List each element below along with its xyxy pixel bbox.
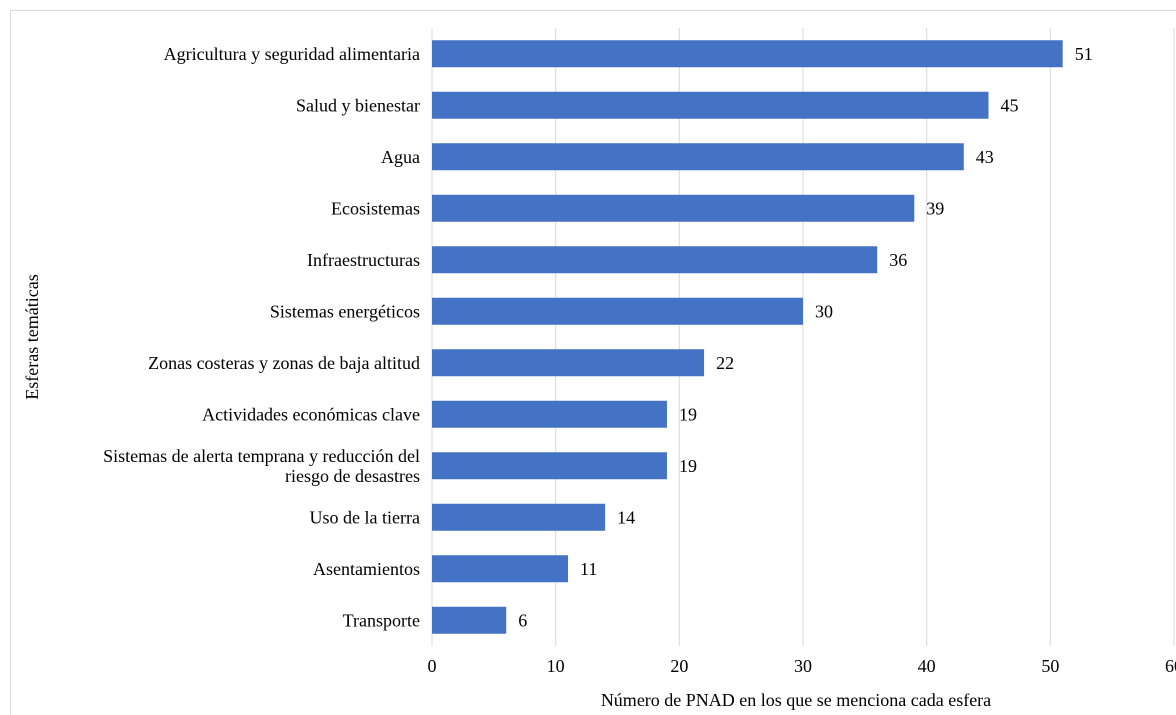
data-label: 6	[518, 610, 527, 630]
bar	[432, 606, 507, 634]
category-label: Agua	[381, 147, 420, 167]
category-label-line: Transporte	[343, 610, 420, 630]
category-label-line: Sistemas de alerta temprana y reducción …	[103, 446, 420, 466]
chart-frame	[10, 10, 1176, 715]
category-label-line: Infraestructuras	[307, 250, 420, 270]
data-label: 22	[716, 353, 734, 373]
data-label: 30	[815, 301, 833, 321]
bar	[432, 400, 667, 428]
data-label: 39	[926, 198, 944, 218]
data-label: 43	[976, 147, 994, 167]
category-label: Salud y bienestar	[296, 95, 420, 115]
category-label-line: Agricultura y seguridad alimentaria	[164, 44, 420, 64]
x-tick-labels: 0 10 20 30 40 50 60	[428, 656, 1176, 676]
data-label: 19	[679, 404, 697, 424]
data-label: 45	[1001, 95, 1019, 115]
bar	[432, 503, 606, 531]
data-labels: 51 45 43 39 36 30 22 19 19 14 11 6	[518, 44, 1092, 631]
data-label: 51	[1075, 44, 1093, 64]
bar	[432, 194, 915, 222]
category-label: Uso de la tierra	[310, 507, 420, 527]
category-label: Sistemas de alerta temprana y reducción …	[103, 446, 420, 486]
x-tick-label: 0	[428, 656, 437, 676]
category-label: Infraestructuras	[307, 250, 420, 270]
category-label-line: Ecosistemas	[331, 198, 420, 218]
category-label: Asentamientos	[313, 559, 420, 579]
category-labels: Agricultura y seguridad alimentaria Salud…	[103, 44, 420, 631]
category-label-line: Asentamientos	[313, 559, 420, 579]
x-tick-label: 20	[670, 656, 688, 676]
y-axis-title: Esferas temáticas	[22, 274, 42, 399]
category-label: Transporte	[343, 610, 420, 630]
category-label: Sistemas energéticos	[270, 301, 420, 321]
category-label-line: Zonas costeras y zonas de baja altitud	[148, 353, 420, 373]
bar	[432, 349, 705, 377]
x-axis-title: Número de PNAD en los que se menciona ca…	[601, 690, 991, 710]
bar	[432, 297, 803, 325]
gridlines	[431, 28, 1175, 646]
x-tick-label: 60	[1165, 656, 1176, 676]
x-tick-label: 50	[1041, 656, 1059, 676]
x-tick-label: 30	[794, 656, 812, 676]
category-label: Ecosistemas	[331, 198, 420, 218]
bar	[432, 143, 964, 171]
category-label: Zonas costeras y zonas de baja altitud	[148, 353, 420, 373]
category-label-line: Actividades económicas clave	[202, 404, 420, 424]
category-label: Agricultura y seguridad alimentaria	[164, 44, 420, 64]
bar	[432, 452, 667, 480]
category-label-line: Salud y bienestar	[296, 95, 420, 115]
category-label: Actividades económicas clave	[202, 404, 420, 424]
category-label-line: Uso de la tierra	[310, 507, 420, 527]
category-label-line: Agua	[381, 147, 420, 167]
bar	[432, 246, 878, 274]
category-label-line: riesgo de desastres	[285, 466, 420, 486]
data-label: 11	[580, 559, 597, 579]
data-label: 19	[679, 456, 697, 476]
x-tick-label: 40	[918, 656, 936, 676]
x-tick-label: 10	[547, 656, 565, 676]
data-label: 14	[617, 507, 635, 527]
bars	[432, 40, 1063, 634]
bar	[432, 555, 569, 583]
category-label-line: Sistemas energéticos	[270, 301, 420, 321]
bar	[432, 40, 1063, 68]
bar	[432, 91, 989, 119]
data-label: 36	[889, 250, 907, 270]
